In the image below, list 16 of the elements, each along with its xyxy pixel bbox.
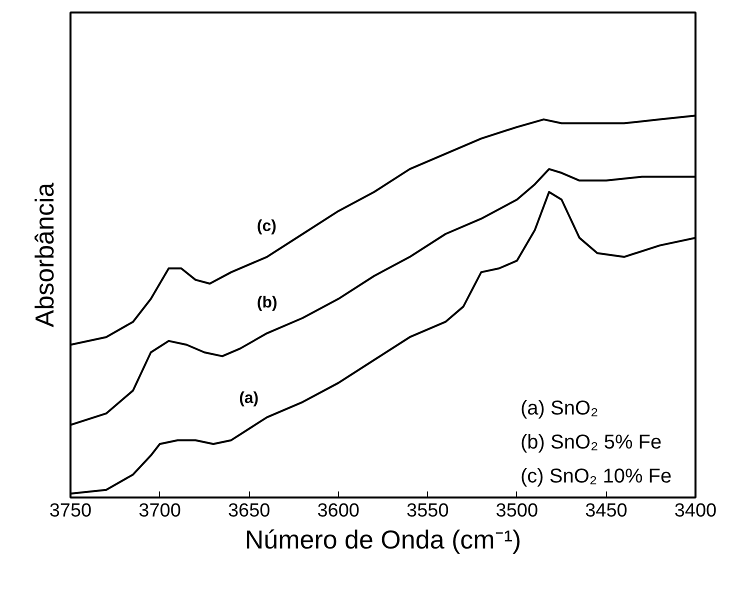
x-tick-label: 3750 — [49, 500, 92, 522]
series-label: (c) — [256, 218, 276, 235]
annotation: (b) SnO₂ 5% Fe — [520, 432, 662, 454]
x-tick-label: 3400 — [674, 500, 717, 522]
x-tick-label: 3600 — [317, 500, 360, 522]
x-tick-label: 3500 — [496, 500, 538, 522]
series-label: (b) — [256, 294, 278, 312]
y-axis-title: Absorbância — [30, 182, 60, 328]
x-tick-label: 3700 — [138, 500, 181, 522]
x-axis-title: Número de Onda (cm⁻¹) — [244, 524, 522, 554]
x-tick-label: 3650 — [228, 500, 270, 522]
x-tick-label: 3550 — [406, 500, 449, 522]
series-label: (a) — [239, 390, 259, 407]
x-tick-label: 3450 — [585, 500, 628, 522]
annotation: (c) SnO₂ 10% Fe — [520, 466, 672, 488]
annotation: (a) SnO₂ — [520, 398, 598, 420]
